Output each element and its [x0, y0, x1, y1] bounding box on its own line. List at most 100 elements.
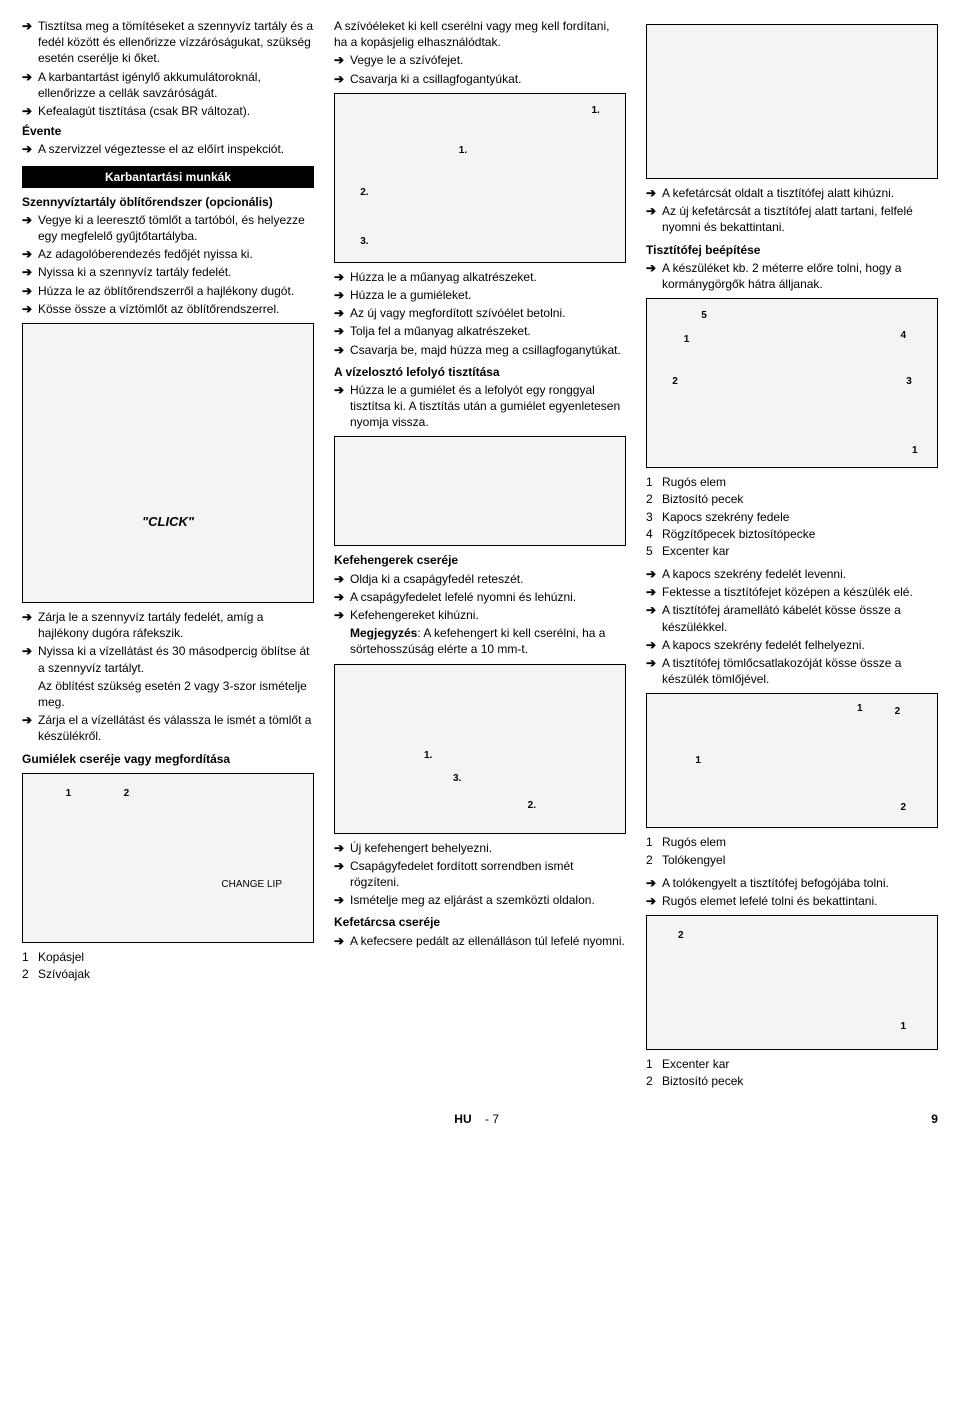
bullet-text: A karbantartást igénylő akkumulátoroknál…: [38, 69, 314, 101]
legend-num: 2: [646, 491, 662, 507]
click-label: "CLICK": [140, 513, 196, 531]
bullet-text: Tolja fel a műanyag alkatrészeket.: [350, 323, 626, 339]
callout-1a: 1.: [589, 104, 601, 118]
bullet: ➔Zárja le a szennyvíz tartály fedelét, a…: [22, 609, 314, 641]
bullet: ➔Nyissa ki a vízellátást és 30 másodperc…: [22, 643, 314, 675]
bullet: ➔A kefetárcsát oldalt a tisztítófej alat…: [646, 185, 938, 201]
arrow-icon: ➔: [646, 185, 662, 201]
arrow-icon: ➔: [334, 52, 350, 68]
arrow-icon: ➔: [646, 875, 662, 891]
arrow-icon: ➔: [646, 655, 662, 687]
legend-label: Excenter kar: [662, 1056, 729, 1072]
arrow-icon: ➔: [22, 103, 38, 119]
bullet: ➔A kapocs szekrény fedelét levenni.: [646, 566, 938, 582]
lang-code: HU: [454, 1112, 471, 1126]
bullet-text: Csavarja be, majd húzza meg a csillagfog…: [350, 342, 626, 358]
callout-5: 5: [699, 309, 709, 323]
legend-num: 2: [646, 1073, 662, 1089]
callout-1: 1: [64, 787, 74, 801]
bullet: ➔A készüléket kb. 2 méterre előre tolni,…: [646, 260, 938, 292]
bullet-text: Tisztítsa meg a tömítéseket a szennyvíz …: [38, 18, 314, 67]
callout-1: 1: [682, 333, 692, 347]
arrow-icon: ➔: [22, 18, 38, 67]
callout-2: 2: [893, 705, 903, 719]
arrow-icon: ➔: [22, 609, 38, 641]
legend-row: 2Szívóajak: [22, 966, 314, 982]
legend-row: 5Excenter kar: [646, 543, 938, 559]
figure-head-top: 5 1 4 2 3 1: [646, 298, 938, 468]
bullet: ➔Új kefehengert behelyezni.: [334, 840, 626, 856]
bullet: ➔Az új kefetárcsát a tisztítófej alatt t…: [646, 203, 938, 235]
callout-1: 1.: [422, 749, 434, 763]
arrow-icon: ➔: [22, 212, 38, 244]
column-3: ➔A kefetárcsát oldalt a tisztítófej alat…: [646, 18, 938, 1091]
bullet-text: A tisztítófej tömlőcsatlakozóját kösse ö…: [662, 655, 938, 687]
bullet: ➔Zárja el a vízellátást és válassza le i…: [22, 712, 314, 744]
legend-label: Biztosító pecek: [662, 1073, 743, 1089]
arrow-icon: ➔: [22, 712, 38, 744]
bullet: ➔Vegye le a szívófejet.: [334, 52, 626, 68]
bullet-text: A kapocs szekrény fedelét felhelyezni.: [662, 637, 938, 653]
legend-row: 1Rugós elem: [646, 474, 938, 490]
bullet-text: Kösse össze a víztömlőt az öblítőrendsze…: [38, 301, 314, 317]
footer-center: HU - 7: [454, 1111, 499, 1127]
legend-row: 2Biztosító pecek: [646, 1073, 938, 1089]
bullet: ➔Húzza le a gumiélet és a lefolyót egy r…: [334, 382, 626, 431]
bullet-text: Fektesse a tisztítófejet középen a készü…: [662, 584, 938, 600]
callout-1b: 1: [693, 754, 703, 768]
bullet: ➔Fektesse a tisztítófejet középen a kész…: [646, 584, 938, 600]
callout-1: 1: [855, 702, 865, 716]
figure-head-middle: 1 2 1 2: [646, 693, 938, 828]
legend-label: Rögzítőpecek biztosítópecke: [662, 526, 815, 542]
legend-label: Rugós elem: [662, 474, 726, 490]
change-lip-label: CHANGE LIP: [219, 878, 284, 892]
outer-page: 9: [931, 1111, 938, 1127]
legend-row: 2Biztosító pecek: [646, 491, 938, 507]
page-columns: ➔Tisztítsa meg a tömítéseket a szennyvíz…: [22, 18, 938, 1091]
bullet-text: Csavarja ki a csillagfogantyúkat.: [350, 71, 626, 87]
legend-row: 1Kopásjel: [22, 949, 314, 965]
callout-3: 3.: [451, 772, 463, 786]
legend-num: 3: [646, 509, 662, 525]
subtitle-distributor-clean: A vízelosztó lefolyó tisztítása: [334, 364, 626, 380]
arrow-icon: ➔: [334, 607, 350, 623]
page-footer: HU - 7 9: [22, 1111, 938, 1127]
bullet: ➔A kefecsere pedált az ellenálláson túl …: [334, 933, 626, 949]
callout-2: 2: [670, 375, 680, 389]
bullet: ➔A tisztítófej áramellátó kábelét kösse …: [646, 602, 938, 634]
bullet: ➔A csapágyfedelet lefelé nyomni és lehúz…: [334, 589, 626, 605]
legend-num: 1: [646, 1056, 662, 1072]
arrow-icon: ➔: [646, 260, 662, 292]
bullet: ➔Oldja ki a csapágyfedél reteszét.: [334, 571, 626, 587]
legend-label: Kopásjel: [38, 949, 84, 965]
callout-3: 3.: [358, 235, 370, 249]
legend-row: 1Rugós elem: [646, 834, 938, 850]
callout-2: 2: [122, 787, 132, 801]
figure-hose-click: "CLICK": [22, 323, 314, 603]
arrow-icon: ➔: [334, 71, 350, 87]
bullet: ➔Az adagolóberendezés fedőjét nyissa ki.: [22, 246, 314, 262]
legend-num: 2: [22, 966, 38, 982]
arrow-icon: ➔: [22, 283, 38, 299]
legend-num: 2: [646, 852, 662, 868]
inner-page: - 7: [485, 1112, 499, 1126]
bullet: ➔Csapágyfedelet fordított sorrendben ism…: [334, 858, 626, 890]
bullet: ➔Csavarja ki a csillagfogantyúkat.: [334, 71, 626, 87]
arrow-icon: ➔: [646, 203, 662, 235]
arrow-icon: ➔: [334, 858, 350, 890]
callout-2: 2.: [526, 799, 538, 813]
arrow-icon: ➔: [22, 301, 38, 317]
arrow-icon: ➔: [646, 893, 662, 909]
bullet-text: Húzza le a gumiélet és a lefolyót egy ro…: [350, 382, 626, 431]
bullet: ➔Kefehengereket kihúzni.: [334, 607, 626, 623]
note-label: Megjegyzés: [350, 626, 417, 640]
bullet: ➔A kapocs szekrény fedelét felhelyezni.: [646, 637, 938, 653]
figure-change-lip: 1 2 CHANGE LIP: [22, 773, 314, 943]
bullet-text: A szervizzel végeztesse el az előírt ins…: [38, 141, 314, 157]
subtitle-squeegee-change: Gumiélek cseréje vagy megfordítása: [22, 751, 314, 767]
arrow-icon: ➔: [22, 69, 38, 101]
legend-num: 5: [646, 543, 662, 559]
legend-num: 1: [22, 949, 38, 965]
arrow-icon: ➔: [22, 264, 38, 280]
bullet: ➔Rugós elemet lefelé tolni és bekattinta…: [646, 893, 938, 909]
